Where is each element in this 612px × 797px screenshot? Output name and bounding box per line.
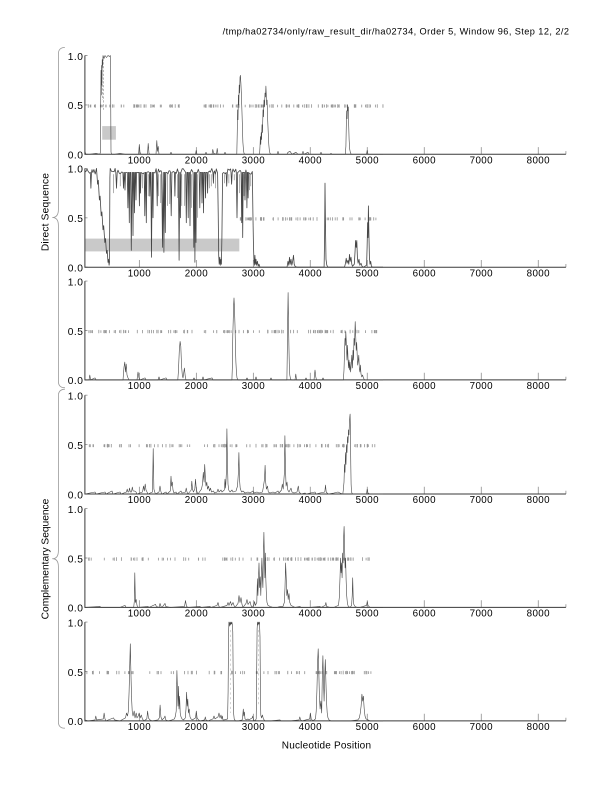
svg-text:8000: 8000 — [527, 156, 551, 167]
svg-text:2000: 2000 — [185, 609, 209, 620]
svg-text:4000: 4000 — [299, 609, 323, 620]
svg-text:5000: 5000 — [356, 722, 380, 733]
svg-text:8000: 8000 — [527, 722, 551, 733]
svg-text:7000: 7000 — [470, 156, 494, 167]
svg-text:1.0: 1.0 — [68, 505, 84, 516]
svg-text:6000: 6000 — [413, 381, 437, 392]
svg-text:1.0: 1.0 — [68, 52, 84, 63]
svg-text:1000: 1000 — [128, 268, 152, 279]
svg-text:0.5: 0.5 — [68, 214, 84, 225]
svg-text:0.0: 0.0 — [68, 717, 84, 728]
svg-text:2000: 2000 — [185, 722, 209, 733]
svg-text:4000: 4000 — [299, 722, 323, 733]
svg-text:5000: 5000 — [356, 156, 380, 167]
svg-text:7000: 7000 — [470, 722, 494, 733]
svg-text:1000: 1000 — [128, 156, 152, 167]
svg-text:0.5: 0.5 — [68, 441, 84, 452]
svg-text:7000: 7000 — [470, 609, 494, 620]
svg-text:3000: 3000 — [242, 495, 266, 506]
svg-text:3000: 3000 — [242, 156, 266, 167]
svg-text:6000: 6000 — [413, 609, 437, 620]
svg-text:Direct Sequence: Direct Sequence — [41, 173, 52, 251]
svg-text:2000: 2000 — [185, 268, 209, 279]
svg-text:2000: 2000 — [185, 381, 209, 392]
svg-text:0.0: 0.0 — [68, 604, 84, 615]
svg-text:2000: 2000 — [185, 156, 209, 167]
svg-text:3000: 3000 — [242, 722, 266, 733]
svg-text:3000: 3000 — [242, 268, 266, 279]
svg-text:5000: 5000 — [356, 268, 380, 279]
svg-text:6000: 6000 — [413, 268, 437, 279]
svg-text:2000: 2000 — [185, 495, 209, 506]
svg-text:Nucleotide Position: Nucleotide Position — [282, 740, 371, 751]
svg-text:8000: 8000 — [527, 268, 551, 279]
svg-text:5000: 5000 — [356, 609, 380, 620]
svg-text:1000: 1000 — [128, 722, 152, 733]
svg-text:0.5: 0.5 — [68, 668, 84, 679]
svg-text:4000: 4000 — [299, 268, 323, 279]
svg-text:1000: 1000 — [128, 381, 152, 392]
svg-text:7000: 7000 — [470, 381, 494, 392]
svg-text:0.0: 0.0 — [68, 376, 84, 387]
svg-text:0.0: 0.0 — [68, 264, 84, 275]
svg-text:1.0: 1.0 — [68, 277, 84, 288]
svg-text:0.5: 0.5 — [68, 554, 84, 565]
svg-text:1000: 1000 — [128, 495, 152, 506]
svg-text:4000: 4000 — [299, 381, 323, 392]
svg-text:Complementary Sequence: Complementary Sequence — [41, 498, 52, 619]
svg-text:3000: 3000 — [242, 381, 266, 392]
svg-text:0.0: 0.0 — [68, 490, 84, 501]
svg-text:0.0: 0.0 — [68, 151, 84, 162]
svg-text:5000: 5000 — [356, 495, 380, 506]
svg-text:8000: 8000 — [527, 609, 551, 620]
svg-text:7000: 7000 — [470, 268, 494, 279]
svg-text:5000: 5000 — [356, 381, 380, 392]
svg-text:4000: 4000 — [299, 156, 323, 167]
svg-text:0.5: 0.5 — [68, 101, 84, 112]
svg-text:1.0: 1.0 — [68, 165, 84, 176]
svg-text:7000: 7000 — [470, 495, 494, 506]
svg-text:6000: 6000 — [413, 722, 437, 733]
svg-text:4000: 4000 — [299, 495, 323, 506]
svg-text:8000: 8000 — [527, 495, 551, 506]
svg-text:1000: 1000 — [128, 609, 152, 620]
svg-text:1.0: 1.0 — [68, 392, 84, 403]
svg-text:8000: 8000 — [527, 381, 551, 392]
svg-text:/tmp/ha02734/only/raw_result_d: /tmp/ha02734/only/raw_result_dir/ha02734… — [223, 27, 570, 37]
svg-text:6000: 6000 — [413, 156, 437, 167]
svg-text:6000: 6000 — [413, 495, 437, 506]
svg-text:0.5: 0.5 — [68, 327, 84, 338]
svg-text:3000: 3000 — [242, 609, 266, 620]
svg-text:1.0: 1.0 — [68, 618, 84, 629]
